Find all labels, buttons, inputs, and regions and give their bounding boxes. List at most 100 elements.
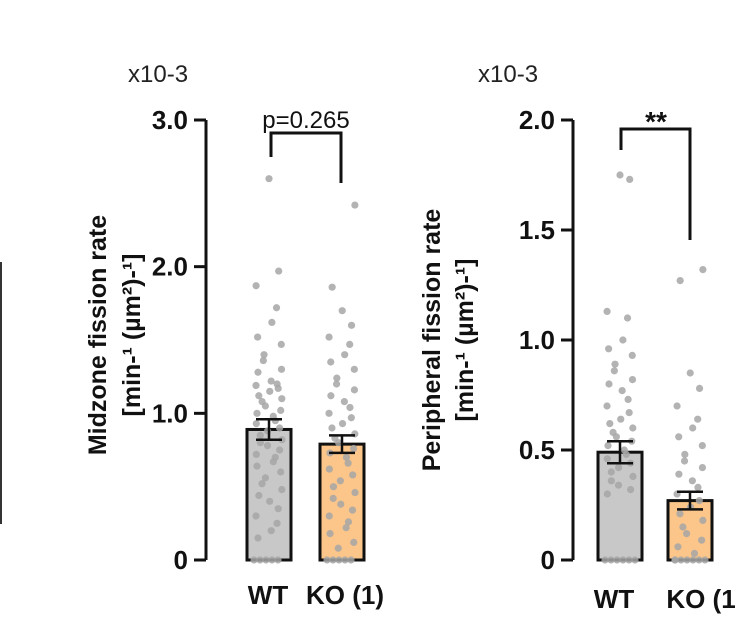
panel1-point-0-40: [255, 491, 263, 500]
panel1-point-0-10: [254, 368, 262, 376]
panel1-point-0-35: [253, 462, 261, 470]
panel1-point-0-1: [275, 267, 283, 275]
panel2-multiplier: x10-3: [478, 61, 538, 88]
panel1-point-0-16: [255, 392, 263, 400]
panel1-point-0-4: [268, 318, 276, 326]
panel1-point-1-38: [350, 538, 358, 547]
panel1-point-0-25: [275, 424, 284, 432]
panel1-point-0-14: [274, 384, 282, 392]
panel1-point-0-17: [278, 395, 286, 403]
panel1-point-1-43: [341, 556, 349, 564]
panel2-category-wt: WT: [594, 584, 635, 614]
panel1-point-1-0: [351, 201, 359, 209]
panel1-point-0-36: [277, 468, 285, 476]
panel1-point-0-0: [265, 175, 273, 183]
panel1-ytick-label-1: 1.0: [152, 398, 188, 428]
panel2-point-0-1: [626, 175, 634, 183]
panel1-point-0-13: [252, 381, 260, 390]
panel2-significance-label: **: [645, 106, 667, 137]
panel2-point-1-23: [674, 543, 682, 551]
panel1-point-0-37: [261, 474, 270, 482]
panel1-category-ko: KO (1): [306, 580, 384, 610]
panel1-point-0-47: [250, 556, 258, 564]
panel2-point-1-19: [699, 516, 707, 525]
panel2-point-0-6: [628, 351, 636, 359]
panel1-ytick-label-2: 2.0: [152, 252, 188, 282]
panel2-point-0-35: [613, 556, 621, 564]
panel2-point-0-14: [625, 409, 633, 417]
panel2-point-1-4: [673, 402, 681, 410]
panel1-ytick-label-0: 0: [174, 545, 188, 575]
panel1-point-1-27: [349, 471, 357, 479]
panel2-point-1-6: [689, 424, 697, 432]
panel2-point-1-22: [698, 536, 706, 544]
panel1-point-1-40: [323, 556, 331, 564]
panel2-point-1-27: [683, 556, 691, 564]
panel1-point-0-21: [253, 409, 261, 417]
panel1-point-1-31: [329, 494, 337, 502]
panel2-ylabel-line2: [min-¹ (µm²)-¹]: [451, 259, 479, 422]
panel2-point-1-16: [695, 497, 703, 505]
panel1-point-1-4: [325, 333, 333, 341]
panel2-point-1-14: [694, 483, 702, 491]
panel2-point-0-37: [625, 556, 633, 564]
panel1-point-0-8: [259, 356, 267, 365]
panel2-point-0-34: [607, 556, 615, 564]
panel2-point-0-11: [618, 387, 626, 395]
panel1-point-1-44: [347, 556, 355, 564]
panel2-point-1-13: [688, 477, 696, 485]
panel2-point-1-30: [701, 556, 709, 564]
panel-peripheral: x10-3 Peripheral fission rate [min-¹ (µm…: [418, 61, 736, 614]
panel1-point-1-6: [341, 351, 349, 359]
panel1-point-1-22: [350, 444, 358, 453]
panel1-point-1-2: [338, 307, 346, 315]
panel1-point-1-14: [346, 403, 354, 412]
panel2-point-1-21: [682, 530, 691, 538]
panel1-bar-0: [245, 427, 293, 562]
panel2-point-0-17: [629, 424, 637, 432]
panel1-point-0-9: [277, 365, 286, 373]
panel2-point-0-15: [617, 415, 625, 423]
panel2-point-1-0: [699, 266, 707, 274]
panel1-point-1-18: [328, 424, 336, 432]
panel2-point-0-7: [611, 360, 619, 368]
panel1-point-1-41: [329, 556, 337, 564]
panel1-point-1-17: [338, 420, 347, 428]
panel1-point-1-11: [350, 386, 359, 394]
panel1-point-1-32: [337, 500, 345, 508]
panel1-point-1-12: [327, 392, 335, 400]
panel1-point-0-46: [254, 534, 262, 542]
panel-midzone: x10-3 Midzone fission rate [min-¹ (µm²)-…: [84, 61, 384, 610]
panel2-point-0-23: [622, 450, 630, 458]
panel2-point-0-2: [603, 307, 611, 315]
panel2-significance-bracket: [619, 127, 692, 240]
panel2-point-1-10: [680, 457, 689, 465]
panel1-point-1-25: [344, 459, 352, 467]
panel1-point-0-34: [269, 458, 277, 466]
panel2-point-1-9: [681, 450, 689, 458]
panel1-point-0-3: [272, 304, 281, 312]
panel2-point-0-12: [624, 395, 632, 403]
panel2-point-0-38: [631, 556, 639, 564]
panel1-significance-label: p=0.265: [262, 107, 349, 134]
panel2-ytick-label-4: 2.0: [519, 105, 555, 135]
panel1-point-1-36: [342, 524, 350, 532]
panel1-point-1-24: [342, 453, 351, 461]
panel1-ylabel-line1: Midzone fission rate: [84, 215, 112, 455]
panel2-point-1-31: [671, 556, 679, 564]
panel2-point-0-8: [610, 367, 618, 375]
panel1-point-1-35: [344, 518, 353, 526]
panel2-point-0-28: [629, 472, 637, 480]
panel1-point-0-38: [258, 480, 266, 488]
panel2-point-1-1: [676, 277, 684, 285]
panel2-point-0-33: [601, 556, 609, 564]
panel2-point-0-10: [605, 380, 613, 388]
panel2-point-1-8: [698, 442, 706, 450]
panel1-point-0-24: [252, 420, 260, 428]
panel1-point-0-45: [267, 527, 275, 535]
panel1-point-0-32: [252, 450, 260, 458]
panel1-point-1-33: [348, 506, 357, 514]
panel2-point-0-26: [614, 464, 623, 472]
panel1-point-1-10: [332, 380, 341, 388]
panel1-point-1-21: [334, 439, 343, 447]
